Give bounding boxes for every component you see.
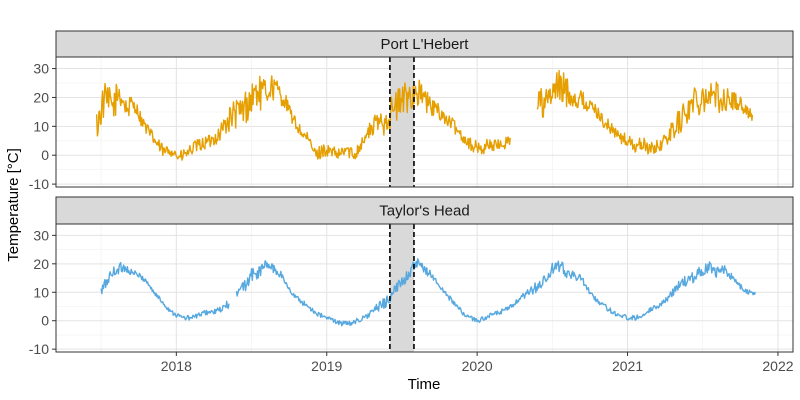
y-tick-label: 10 <box>33 284 49 300</box>
x-tick-label: 2018 <box>161 358 192 374</box>
y-tick-label: 0 <box>41 147 49 163</box>
series-line <box>100 261 230 321</box>
x-tick-label: 2019 <box>311 358 342 374</box>
series-line <box>536 69 754 155</box>
y-tick-label: 20 <box>33 89 49 105</box>
facet-panels: Port L'Hebert -10 0 10 20 30 Taylor's Head -10 0… <box>29 30 794 374</box>
facet-strip-label: Port L'Hebert <box>381 36 470 53</box>
plot-background <box>56 224 793 352</box>
y-axis-title: Temperature [°C] <box>5 148 22 262</box>
series-line <box>95 75 511 161</box>
x-tick-label: 2021 <box>612 358 643 374</box>
highlight-band <box>389 57 414 187</box>
y-tick-label: 0 <box>41 313 49 329</box>
x-tick-label: 2020 <box>462 358 493 374</box>
panel-border <box>55 223 794 353</box>
facet-strip-label: Taylor's Head <box>379 203 469 220</box>
facet-strip <box>55 30 794 58</box>
y-tick-label: 10 <box>33 118 49 134</box>
series-line <box>235 258 757 327</box>
y-tick-label: 20 <box>33 256 49 272</box>
y-tick-label: -10 <box>29 176 49 192</box>
panel-border <box>55 56 794 188</box>
facet-strip <box>55 196 794 225</box>
x-axis-title: Time <box>408 376 441 393</box>
facet-panel: Taylor's Head -10 0 10 20 30 2018 2019 2020 2021 2… <box>29 196 794 374</box>
x-tick-label: 2022 <box>762 358 793 374</box>
y-tick-label: 30 <box>33 61 49 77</box>
facet-panel: Port L'Hebert -10 0 10 20 30 <box>29 30 794 192</box>
plot-background <box>56 57 793 187</box>
y-tick-label: -10 <box>29 341 49 357</box>
y-tick-label: 30 <box>33 227 49 243</box>
